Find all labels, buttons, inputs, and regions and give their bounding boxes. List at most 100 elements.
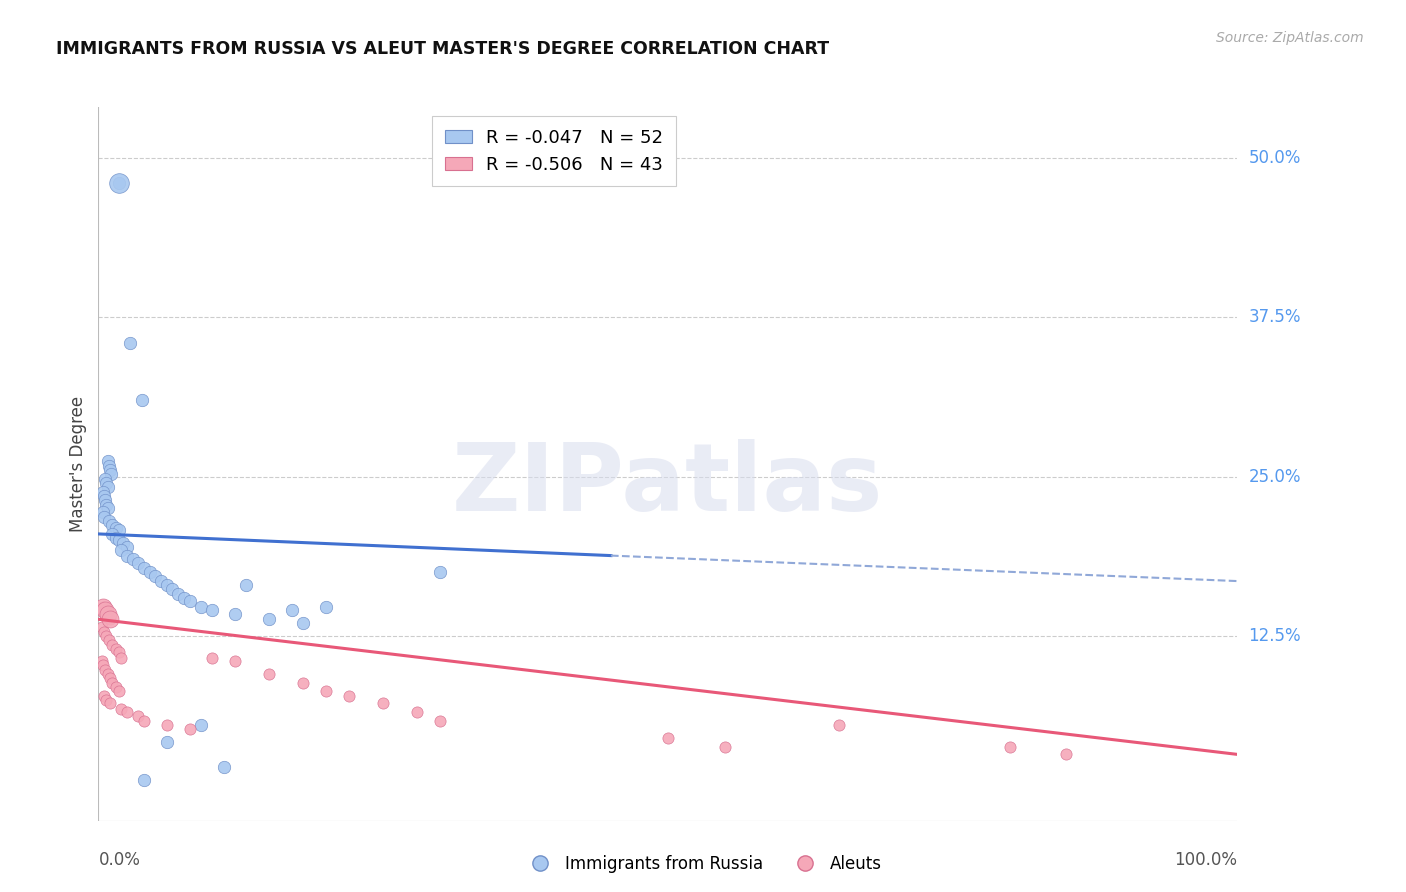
Point: [94, 603, 117, 617]
Point: [96, 667, 118, 681]
Point: [212, 760, 235, 774]
Point: [281, 603, 304, 617]
Point: [101, 676, 124, 690]
Point: [96, 498, 118, 512]
Point: [259, 667, 281, 681]
Point: [190, 718, 212, 732]
Point: [101, 527, 124, 541]
Point: [115, 540, 138, 554]
Point: [91, 505, 114, 519]
Text: 100.0%: 100.0%: [1174, 851, 1237, 869]
Point: [224, 654, 246, 668]
Point: [337, 689, 360, 703]
Legend: Immigrants from Russia, Aleuts: Immigrants from Russia, Aleuts: [517, 848, 889, 880]
Point: [150, 574, 173, 588]
Point: [828, 718, 851, 732]
Point: [96, 629, 118, 643]
Point: [97, 459, 120, 474]
Point: [121, 552, 143, 566]
Point: [138, 565, 160, 579]
Point: [998, 739, 1021, 754]
Point: [224, 607, 246, 622]
Point: [108, 533, 131, 548]
Point: [156, 578, 179, 592]
Point: [96, 480, 118, 494]
Point: [97, 514, 120, 528]
Point: [156, 734, 179, 748]
Point: [235, 578, 257, 592]
Point: [371, 697, 394, 711]
Point: [94, 472, 117, 486]
Point: [190, 599, 212, 614]
Point: [657, 731, 679, 745]
Point: [93, 625, 115, 640]
Point: [104, 641, 127, 656]
Point: [108, 177, 131, 191]
Point: [96, 692, 118, 706]
Text: 0.0%: 0.0%: [98, 851, 141, 869]
Point: [93, 510, 115, 524]
Point: [96, 607, 118, 622]
Point: [127, 709, 149, 723]
Point: [110, 701, 132, 715]
Point: [91, 599, 114, 614]
Point: [179, 594, 201, 608]
Point: [93, 489, 115, 503]
Point: [108, 683, 131, 698]
Point: [406, 706, 429, 720]
Point: [120, 335, 142, 350]
Point: [108, 177, 131, 191]
Point: [90, 620, 112, 634]
Point: [132, 772, 155, 787]
Point: [108, 523, 131, 537]
Text: ZIPatlas: ZIPatlas: [453, 439, 883, 532]
Point: [292, 616, 315, 631]
Point: [96, 501, 118, 516]
Point: [714, 739, 737, 754]
Text: 12.5%: 12.5%: [1249, 627, 1301, 645]
Point: [94, 663, 117, 677]
Point: [96, 607, 118, 622]
Point: [93, 689, 115, 703]
Point: [429, 714, 451, 729]
Point: [167, 587, 190, 601]
Point: [94, 492, 117, 507]
Point: [98, 612, 121, 626]
Text: Source: ZipAtlas.com: Source: ZipAtlas.com: [1216, 31, 1364, 45]
Text: 37.5%: 37.5%: [1249, 309, 1301, 326]
Text: 50.0%: 50.0%: [1249, 149, 1301, 167]
Point: [162, 582, 184, 596]
Point: [98, 697, 121, 711]
Point: [156, 718, 179, 732]
Point: [101, 638, 124, 652]
Point: [115, 549, 138, 563]
Point: [179, 722, 201, 736]
Point: [173, 591, 195, 605]
Point: [145, 569, 167, 583]
Point: [115, 706, 138, 720]
Point: [98, 612, 121, 626]
Point: [201, 603, 224, 617]
Point: [315, 683, 337, 698]
Point: [110, 543, 132, 558]
Point: [201, 650, 224, 665]
Point: [132, 714, 155, 729]
Point: [100, 467, 122, 481]
Point: [97, 632, 120, 647]
Point: [108, 645, 131, 659]
Point: [429, 565, 451, 579]
Point: [315, 599, 337, 614]
Point: [90, 654, 112, 668]
Point: [292, 676, 315, 690]
Point: [104, 531, 127, 545]
Point: [101, 518, 124, 533]
Point: [104, 520, 127, 534]
Point: [259, 612, 281, 626]
Point: [94, 603, 117, 617]
Text: 25.0%: 25.0%: [1249, 467, 1301, 485]
Point: [91, 599, 114, 614]
Point: [110, 650, 132, 665]
Point: [112, 536, 135, 550]
Y-axis label: Master's Degree: Master's Degree: [69, 396, 87, 532]
Text: IMMIGRANTS FROM RUSSIA VS ALEUT MASTER'S DEGREE CORRELATION CHART: IMMIGRANTS FROM RUSSIA VS ALEUT MASTER'S…: [56, 40, 830, 58]
